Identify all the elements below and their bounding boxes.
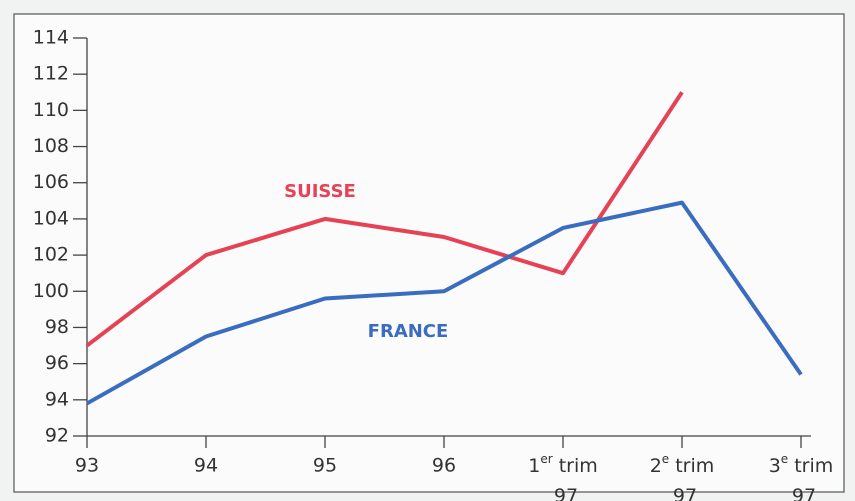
y-tick-label: 102 (33, 244, 69, 266)
line (86, 200, 803, 406)
y-tick-label: 94 (45, 388, 69, 410)
x-tick-label: 1er trim 97 (528, 452, 598, 501)
y-tick-label: 110 (33, 99, 69, 121)
y-tick-label: 104 (33, 207, 69, 229)
frame (13, 13, 845, 493)
y-tick-label: 96 (45, 352, 69, 374)
y-tick-label: 100 (33, 280, 69, 302)
series-label: SUISSE (284, 181, 356, 202)
x-tick-label: 96 (432, 455, 456, 477)
line (85, 91, 684, 348)
x-tick-label: 2e trim 97 (650, 452, 715, 501)
x-tick-label: 94 (194, 455, 218, 477)
x-tick-label: 93 (75, 455, 99, 477)
y-tick-label: 98 (45, 316, 69, 338)
x-tick-label: 95 (313, 455, 337, 477)
x-tick-label: 3e trim 97 (769, 452, 834, 501)
series-label: FRANCE (368, 321, 449, 342)
y-tick-label: 114 (33, 27, 69, 49)
y-tick-label: 108 (33, 135, 69, 157)
y-tick-label: 92 (45, 425, 69, 447)
y-tick-label: 106 (33, 171, 69, 193)
y-tick-label: 112 (33, 63, 69, 85)
